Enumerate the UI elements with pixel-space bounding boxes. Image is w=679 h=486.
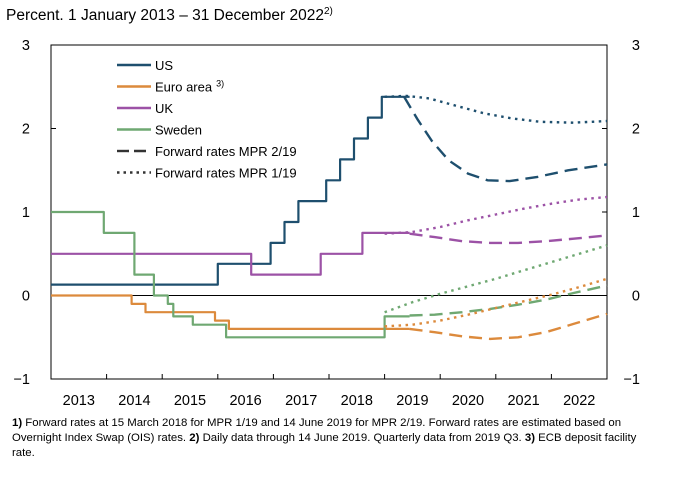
series-line-uk [51, 231, 410, 276]
legend-label-us: US [155, 58, 173, 73]
footnotes: 1) Forward rates at 15 March 2018 for MP… [12, 416, 662, 458]
y-tick-label-left: 2 [22, 122, 30, 138]
series-line-sweden-forward-mpr-1-19 [384, 244, 608, 314]
x-tick-label: 2013 [63, 393, 95, 409]
series-line-uk-forward-mpr-2-19 [409, 232, 608, 245]
series-line-us-forward-mpr-1-19 [384, 94, 608, 124]
x-tick-label: 2018 [341, 393, 373, 409]
y-tick-label-right: 2 [632, 122, 640, 138]
y-tick-label-left: 0 [22, 289, 30, 305]
legend-label-forward-rates-mpr-2-19: Forward rates MPR 2/19 [155, 144, 297, 159]
chart-plot: US Euro area 3) UK Sweden Forward rates MPR 2… [13, 38, 640, 409]
footnote-2-number: 2) [189, 432, 200, 444]
footnote-3-text: ECB deposit facility rate. [12, 432, 637, 458]
series-line-euro-area-forward-mpr-1-19 [384, 277, 608, 328]
chart-title: Percent. 1 January 2013 – 31 December 20… [6, 6, 333, 25]
series-line-euro-area-forward-mpr-2-19 [409, 312, 608, 341]
series-line-sweden [51, 210, 410, 339]
x-tick-label: 2022 [563, 393, 595, 409]
series-line-sweden-forward-mpr-2-19 [409, 284, 608, 317]
legend-note: 3) [216, 79, 224, 89]
y-tick-label-right: 3 [632, 38, 640, 54]
y-tick-label-left: 3 [22, 38, 30, 54]
legend-label-uk: UK [155, 101, 173, 116]
series-line-euro-area [51, 294, 410, 330]
series-line-uk-forward-mpr-1-19 [384, 195, 608, 235]
series-line-us [51, 95, 410, 286]
y-tick-label-right: 1 [632, 205, 640, 221]
x-tick-label: 2020 [452, 393, 484, 409]
y-tick-label-left: −1 [13, 372, 30, 388]
y-tick-label-right: 0 [632, 289, 640, 305]
x-tick-label: 2014 [118, 393, 150, 409]
chart-title-note: 2) [323, 6, 333, 17]
legend-label-euro-area: Euro area 3) [155, 79, 224, 95]
x-tick-label: 2021 [507, 393, 539, 409]
x-tick-label: 2019 [396, 393, 428, 409]
chart-title-text: Percent. 1 January 2013 – 31 December 20… [6, 7, 324, 24]
y-tick-label-left: 1 [22, 205, 30, 221]
footnote-2-text: Daily data through 14 June 2019. Quarter… [199, 432, 525, 444]
legend-label-forward-rates-mpr-1-19: Forward rates MPR 1/19 [155, 166, 297, 181]
x-tick-label: 2015 [174, 393, 206, 409]
footnote-1-text: Forward rates at 15 March 2018 for MPR 1… [12, 417, 622, 444]
y-tick-label-right: −1 [623, 372, 640, 388]
x-tick-label: 2016 [229, 393, 261, 409]
x-tick-label: 2017 [285, 393, 317, 409]
series-line-us-forward-mpr-2-19 [403, 96, 608, 183]
footnote-1-number: 1) [12, 417, 23, 429]
footnote-3-number: 3) [524, 432, 536, 444]
legend-label-sweden: Sweden [155, 123, 202, 138]
